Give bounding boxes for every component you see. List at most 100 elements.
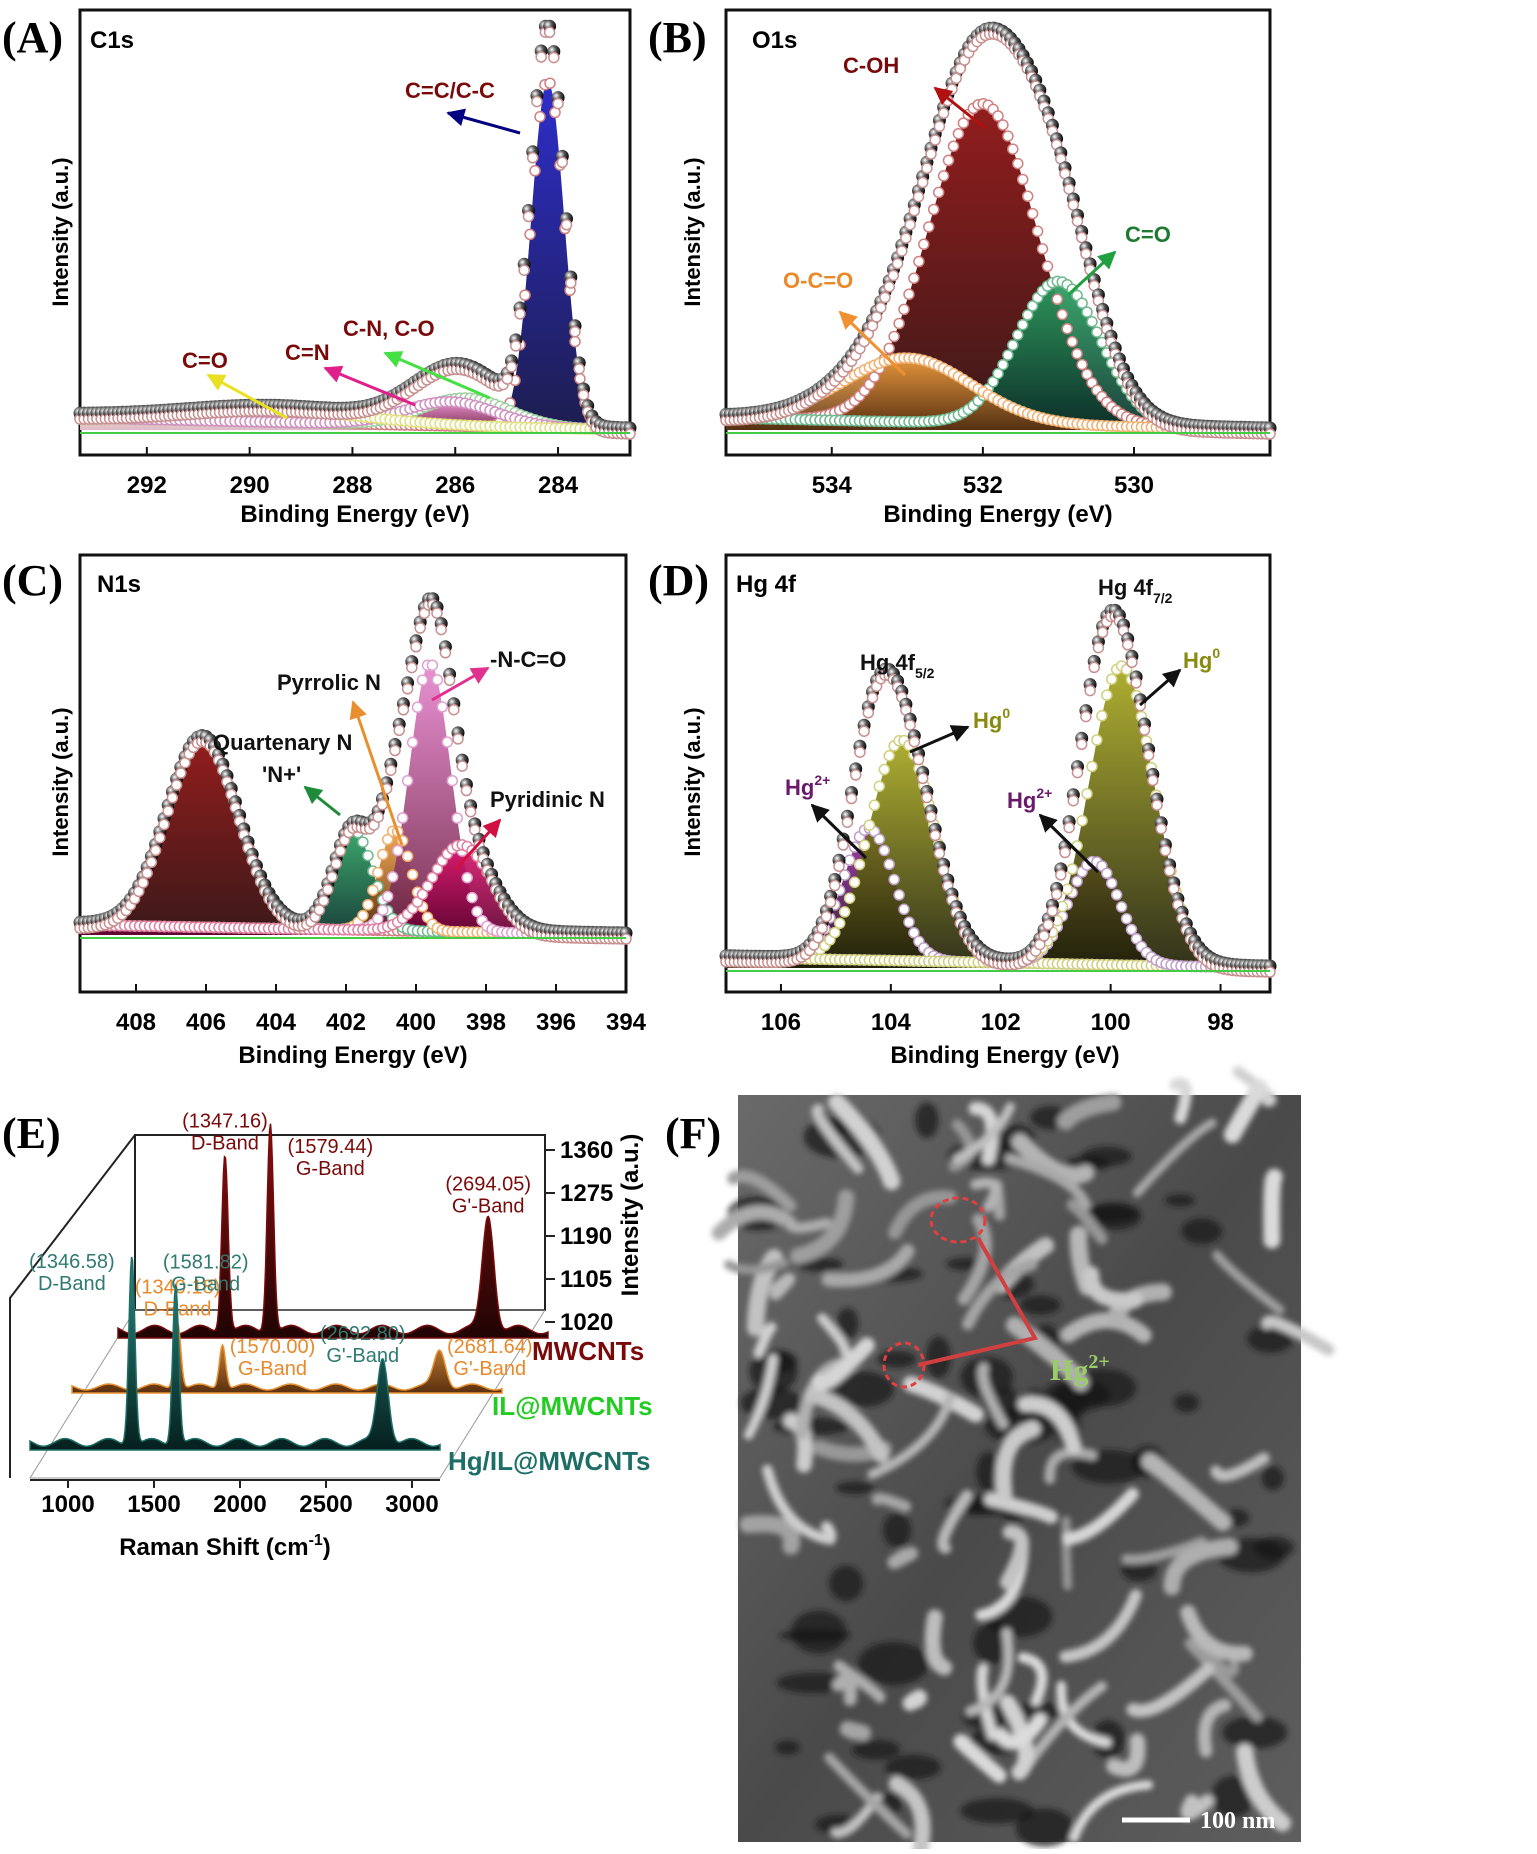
sem-pore xyxy=(1247,1324,1294,1353)
component-fill xyxy=(726,103,1270,430)
envelope-fit-marker xyxy=(1159,844,1172,857)
fit-marker xyxy=(937,170,950,182)
sem-fiber xyxy=(902,1689,928,1711)
x-tick-label: 102 xyxy=(981,1009,1021,1036)
fit-marker xyxy=(367,884,379,896)
envelope-fit-marker xyxy=(175,767,187,779)
plot-area xyxy=(719,603,1277,978)
z-tick-label: 1020 xyxy=(560,1309,613,1336)
sem-texture xyxy=(711,1066,1335,1854)
sem-pore xyxy=(791,1610,847,1654)
plot-area xyxy=(73,19,637,440)
fit-marker xyxy=(873,833,886,845)
fit-marker xyxy=(381,890,394,903)
envelope-fit-marker xyxy=(829,879,841,892)
peak-label-c-n: C=N xyxy=(285,340,330,365)
fit-marker xyxy=(416,674,429,686)
scale-bar-label: 100 nm xyxy=(1200,1808,1275,1834)
envelope-fit-marker xyxy=(1121,639,1134,651)
envelope-fit-marker xyxy=(456,760,468,772)
x-axis-ticks: 408 406 404 402 400 398 396 394 xyxy=(116,984,647,1036)
fit-marker xyxy=(1081,788,1093,800)
fit-marker xyxy=(431,674,444,686)
x-axis-label: Raman Shift (cm-1) xyxy=(119,1532,331,1561)
fit-marker xyxy=(426,871,439,884)
hg-pointer-line xyxy=(917,1237,1039,1367)
peak-label-c-o: C=O xyxy=(1125,222,1171,247)
envelope-fit-marker xyxy=(858,725,870,737)
arrow-n-c-o xyxy=(431,666,490,702)
envelope-fit-marker xyxy=(317,895,330,907)
fit-marker xyxy=(426,659,439,671)
sem-fiber xyxy=(1232,1066,1277,1107)
fit-marker xyxy=(1002,349,1014,361)
sem-fiber xyxy=(1061,1487,1139,1546)
fit-marker xyxy=(878,844,891,857)
sem-fiber xyxy=(999,1694,1034,1781)
fit-marker xyxy=(888,330,900,343)
arrow-c-c xyxy=(446,108,521,135)
peak-label-c-oh: C-OH xyxy=(843,53,899,78)
fit-marker xyxy=(1007,143,1019,155)
envelope-fit-marker xyxy=(912,753,925,766)
envelope-fit-marker xyxy=(908,735,921,748)
panel-c-n1s-chart: (C) N1s Binding Energy (eV) Intensity (a… xyxy=(2,553,647,1069)
envelope-fit-marker xyxy=(1155,822,1167,835)
x-tick-label: 2500 xyxy=(299,1491,352,1518)
x-tick-label: 402 xyxy=(326,1009,366,1036)
peak-band-label: G-Band xyxy=(296,1158,365,1180)
envelope-fit-marker xyxy=(1067,199,1080,211)
fit-marker xyxy=(997,358,1009,371)
sem-fiber xyxy=(817,1313,851,1357)
sem-fiber xyxy=(739,1515,801,1555)
peak-label-pyrrolic: Pyrrolic N xyxy=(277,670,381,695)
sem-fiber xyxy=(1059,1589,1142,1663)
sem-fiber xyxy=(953,1734,1007,1783)
sem-fiber xyxy=(824,1752,912,1839)
sem-pore xyxy=(1181,1218,1222,1244)
envelope-fit-marker xyxy=(154,831,166,844)
peak-position-label: (1570.00) xyxy=(230,1336,316,1358)
sem-fiber xyxy=(1066,1198,1108,1245)
peak-label-hg2-right: Hg2+ xyxy=(1007,785,1052,813)
arrow-hg0-right xyxy=(1139,668,1182,707)
envelope-fit-marker xyxy=(460,784,473,797)
envelope-fit-marker xyxy=(950,72,962,85)
sem-pore xyxy=(1261,1465,1284,1491)
panel-e-raman-chart: (E) 1360 1275 1190 1105 1020 Intensity (a.u.… xyxy=(2,1109,653,1561)
fit-marker xyxy=(1071,348,1083,360)
envelope-markers xyxy=(719,603,1277,978)
panel-f-sem-image: (F) Hg2+ 100 nm xyxy=(665,1066,1335,1854)
peak-label-c-c: C=C/C-C xyxy=(405,78,495,103)
envelope-fit-marker xyxy=(514,308,526,320)
x-axis-label: Binding Energy (eV) xyxy=(238,1042,467,1069)
envelope-fit-marker xyxy=(933,847,946,860)
envelope-fit-marker xyxy=(577,389,590,401)
sem-fiber xyxy=(1005,1316,1090,1392)
fit-marker xyxy=(1056,308,1069,321)
panel-d-hg4f-chart: (D) Hg 4f Binding Energy (eV) Intensity … xyxy=(648,553,1277,1069)
sem-pore xyxy=(774,1740,800,1755)
sem-fiber xyxy=(983,1492,1058,1524)
fit-marker xyxy=(574,373,586,385)
fit-marker xyxy=(534,110,546,123)
sem-fiber xyxy=(711,1205,792,1241)
fit-marker xyxy=(1031,225,1044,237)
peak-label-cn-co: C-N, C-O xyxy=(343,316,435,341)
fit-marker xyxy=(1105,673,1118,685)
arrow-c-n xyxy=(323,365,416,407)
envelope-fit-marker xyxy=(900,232,912,244)
sem-pore xyxy=(985,1595,1053,1638)
fit-marker xyxy=(913,255,925,268)
fit-marker xyxy=(362,849,374,862)
x-tick-label: 400 xyxy=(396,1009,436,1036)
sem-pore xyxy=(835,1481,875,1495)
envelope-fit-marker xyxy=(912,190,925,203)
x-tick-label: 532 xyxy=(963,472,1003,499)
z-tick-label: 1105 xyxy=(560,1266,612,1293)
envelope-fit-marker xyxy=(435,623,447,636)
fit-marker xyxy=(1061,883,1073,896)
envelope-fit-marker xyxy=(410,641,422,653)
fit-marker xyxy=(1076,297,1088,309)
x-tick-label: 1000 xyxy=(41,1491,94,1518)
